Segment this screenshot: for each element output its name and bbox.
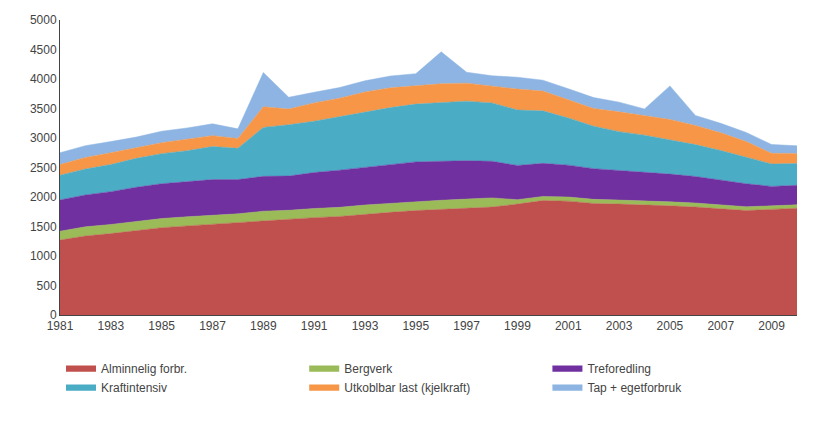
svg-text:3500: 3500 bbox=[30, 102, 57, 116]
svg-text:Utkoblbar last (kjelkraft): Utkoblbar last (kjelkraft) bbox=[344, 381, 470, 395]
svg-text:0: 0 bbox=[50, 308, 57, 322]
svg-text:2000: 2000 bbox=[30, 190, 57, 204]
svg-text:Tap + egetforbruk: Tap + egetforbruk bbox=[587, 381, 682, 395]
svg-text:Treforedling: Treforedling bbox=[587, 362, 651, 376]
svg-text:Bergverk: Bergverk bbox=[344, 362, 393, 376]
svg-text:1991: 1991 bbox=[301, 319, 328, 333]
svg-text:1000: 1000 bbox=[30, 249, 57, 263]
svg-text:4500: 4500 bbox=[30, 43, 57, 57]
svg-text:1981: 1981 bbox=[47, 319, 74, 333]
svg-text:500: 500 bbox=[37, 279, 57, 293]
svg-text:1993: 1993 bbox=[352, 319, 379, 333]
svg-text:2500: 2500 bbox=[30, 161, 57, 175]
svg-text:2005: 2005 bbox=[657, 319, 684, 333]
svg-text:1995: 1995 bbox=[402, 319, 429, 333]
svg-text:Kraftintensiv: Kraftintensiv bbox=[101, 381, 167, 395]
svg-text:1983: 1983 bbox=[97, 319, 124, 333]
svg-text:2009: 2009 bbox=[758, 319, 785, 333]
svg-text:2003: 2003 bbox=[606, 319, 633, 333]
svg-text:1985: 1985 bbox=[148, 319, 175, 333]
svg-text:2001: 2001 bbox=[555, 319, 582, 333]
svg-text:5000: 5000 bbox=[30, 13, 57, 27]
svg-text:1999: 1999 bbox=[504, 319, 531, 333]
svg-text:4000: 4000 bbox=[30, 72, 57, 86]
svg-text:1500: 1500 bbox=[30, 220, 57, 234]
svg-text:3000: 3000 bbox=[30, 131, 57, 145]
svg-text:1997: 1997 bbox=[453, 319, 480, 333]
svg-text:1987: 1987 bbox=[199, 319, 226, 333]
svg-text:Alminnelig forbr.: Alminnelig forbr. bbox=[101, 362, 187, 376]
svg-text:1989: 1989 bbox=[250, 319, 277, 333]
svg-text:2007: 2007 bbox=[707, 319, 734, 333]
